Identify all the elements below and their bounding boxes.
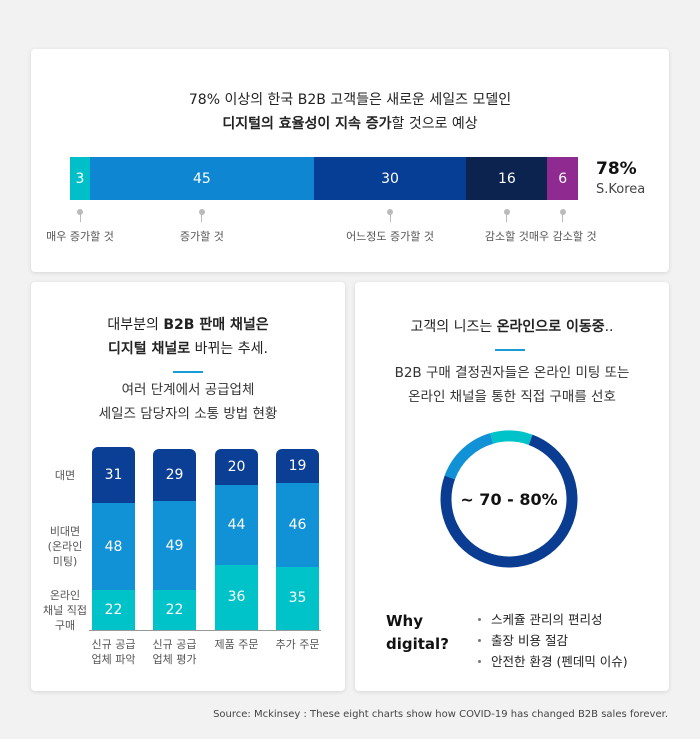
donut-segment <box>440 430 578 568</box>
series-label-line: (온라인 <box>47 540 83 554</box>
category-label-line: 업체 평가 <box>152 653 197 666</box>
category-label-line: 추가 주문 <box>275 638 320 651</box>
channel-headline-bold1: B2B 판매 채널은 <box>163 317 269 333</box>
bar-segment: 45 <box>90 157 314 200</box>
stacked-bar: 3 45 30 16 6 <box>70 157 578 200</box>
column-segment: 19 <box>276 448 319 484</box>
channel-sub-line2: 세일즈 담당자의 소통 방법 현황 <box>98 406 278 422</box>
donut-label: ~ 70 - 80% <box>460 489 558 509</box>
label-marker <box>559 209 566 215</box>
top-headline: 78% 이상의 한국 B2B 고객들은 새로운 세일즈 모델인 디지털의 효율성… <box>31 88 669 136</box>
needs-headline-bold: 온라인으로 이동중 <box>496 319 605 335</box>
series-label-line: 채널 직접 <box>43 603 87 617</box>
column: 29 49 22 <box>153 448 196 630</box>
series-label-line: 구매 <box>54 618 76 632</box>
series-label: 비대면 (온라인 미팅) <box>37 524 93 569</box>
channel-card: 대부분의 B2B 판매 채널은 디지털 채널로 바뀌는 추세. 여러 단계에서 … <box>31 282 345 691</box>
channel-accent-line <box>173 371 203 373</box>
column-segment: 20 <box>215 448 258 486</box>
column-segment: 31 <box>92 447 135 504</box>
label-marker <box>503 209 510 215</box>
column: 20 44 36 <box>215 448 258 630</box>
column-segment: 22 <box>153 590 196 630</box>
column: 19 46 35 <box>276 448 319 630</box>
label-marker <box>77 209 83 215</box>
column-segment: 49 <box>153 501 196 591</box>
bar-segment: 6 <box>547 157 578 200</box>
korea-label: S.Korea <box>596 182 646 197</box>
benefit-item: 스케쥴 관리의 편리성 <box>477 609 628 630</box>
channel-headline: 대부분의 B2B 판매 채널은 디지털 채널로 바뀌는 추세. <box>31 313 345 361</box>
needs-sub-line2: 온라인 채널을 통한 직접 구매를 선호 <box>408 389 616 405</box>
column: 31 48 22 <box>92 447 135 630</box>
column-segment: 46 <box>276 483 319 567</box>
why-line2: digital? <box>386 635 449 653</box>
needs-accent-line <box>495 349 525 351</box>
column-segment: 29 <box>153 448 196 502</box>
category-label: 감소할 것 <box>484 230 529 243</box>
source-note: Source: Mckinsey : These eight charts sh… <box>213 709 668 720</box>
series-label: 대면 <box>37 468 93 483</box>
benefit-item: 출장 비용 절감 <box>477 630 628 651</box>
channel-headline-rest: 바뀌는 추세. <box>190 341 268 357</box>
why-line1: Why <box>386 612 424 630</box>
category-label-line: 제품 주문 <box>214 638 259 651</box>
channel-subtitle: 여러 단계에서 공급업체 세일즈 담당자의 소통 방법 현황 <box>31 378 345 426</box>
category-label: 추가 주문 <box>263 637 333 652</box>
top-card: 78% 이상의 한국 B2B 고객들은 새로운 세일즈 모델인 디지털의 효율성… <box>31 49 669 272</box>
chart-baseline <box>89 630 321 631</box>
bar-segment: 30 <box>313 157 467 200</box>
benefit-item: 안전한 환경 (펜데믹 이슈) <box>477 651 628 672</box>
category-label: 매우 증가할 것 <box>46 230 114 243</box>
category-label: 제품 주문 <box>202 637 272 652</box>
category-label: 어느정도 증가할 것 <box>346 230 435 243</box>
column-segment: 48 <box>92 503 135 591</box>
category-label-line: 신규 공급 <box>91 638 136 651</box>
channel-headline-bold2: 디지털 채널로 <box>108 341 191 357</box>
label-marker <box>198 209 205 215</box>
top-headline-rest: 할 것으로 예상 <box>391 116 478 132</box>
needs-subtitle: B2B 구매 결정권자들은 온라인 미팅 또는 온라인 채널을 통한 직접 구매… <box>355 361 669 409</box>
column-segment: 35 <box>276 566 319 630</box>
column-segment: 36 <box>215 564 258 630</box>
series-label-line: 대면 <box>54 468 76 482</box>
donut-chart <box>440 430 578 568</box>
korea-percent: 78% <box>596 159 637 179</box>
needs-headline-post: .. <box>604 319 614 335</box>
category-label: 매우 감소할 것 <box>528 230 597 243</box>
channel-sub-line1: 여러 단계에서 공급업체 <box>121 382 255 398</box>
column-segment: 44 <box>215 485 258 565</box>
channel-headline-pre: 대부분의 <box>107 317 164 333</box>
bar-segment: 3 <box>70 157 90 200</box>
needs-headline-pre: 고객의 니즈는 <box>410 319 497 335</box>
donut-segment <box>440 430 578 568</box>
label-stem <box>506 214 508 222</box>
top-headline-bold: 디지털의 효율성이 지속 증가 <box>222 116 392 132</box>
needs-sub-line1: B2B 구매 결정권자들은 온라인 미팅 또는 <box>394 365 630 381</box>
series-label-line: 미팅) <box>52 555 78 569</box>
bar-segment: 16 <box>466 157 548 200</box>
series-label-line: 온라인 <box>49 588 81 602</box>
why-digital-label: Why digital? <box>386 610 449 656</box>
category-label-line: 업체 파악 <box>91 653 136 666</box>
column-segment: 22 <box>92 590 135 630</box>
needs-card: 고객의 니즈는 온라인으로 이동중.. B2B 구매 결정권자들은 온라인 미팅… <box>355 282 669 691</box>
series-label-line: 비대면 <box>49 525 81 539</box>
label-stem <box>562 214 564 222</box>
benefit-list: 스케쥴 관리의 편리성 출장 비용 절감 안전한 환경 (펜데믹 이슈) <box>477 609 628 672</box>
needs-headline: 고객의 니즈는 온라인으로 이동중.. <box>355 315 669 339</box>
series-label: 온라인 채널 직접 구매 <box>37 588 93 633</box>
label-stem <box>201 214 203 222</box>
label-stem <box>79 214 81 222</box>
top-headline-line1: 78% 이상의 한국 B2B 고객들은 새로운 세일즈 모델인 <box>188 92 512 108</box>
label-marker <box>387 209 394 215</box>
category-label-line: 신규 공급 <box>152 638 197 651</box>
category-label: 증가할 것 <box>179 230 224 243</box>
label-stem <box>389 214 391 222</box>
